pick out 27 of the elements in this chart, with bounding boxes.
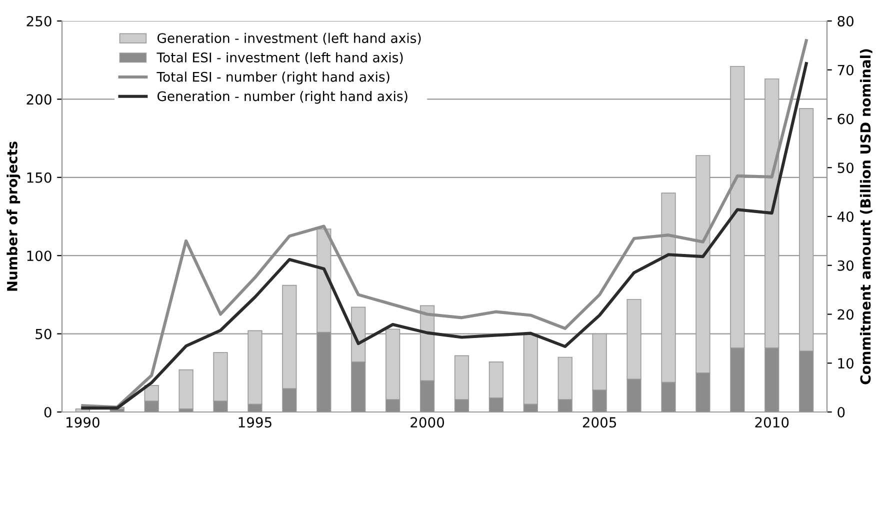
x-tick-label: 2000 [410, 417, 444, 428]
y2-tick-label: 60 [838, 114, 854, 124]
y2-tick-label: 40 [837, 211, 854, 222]
y-tick-label: 200 [26, 94, 52, 105]
y-tick-label: 250 [26, 16, 52, 26]
legend-label: Total ESI - investment (left hand axis) [156, 52, 403, 64]
y-tick-label: 50 [36, 328, 52, 340]
y-tick-label: 100 [27, 250, 52, 262]
y2-tick-label: 10 [838, 358, 854, 369]
y-tick-label: 0 [44, 406, 52, 418]
y2-tick-label: 20 [838, 309, 854, 320]
legend-label: Total ESI - number (right hand axis) [156, 72, 390, 84]
x-tick-label: 2010 [755, 417, 789, 428]
bar [178, 369, 194, 410]
x-tick-label: 1995 [238, 417, 272, 428]
legend-label: Generation - number (right hand axis) [157, 90, 408, 104]
y2-tick-label: 50 [838, 162, 854, 174]
y2-tick-label: 0 [838, 406, 845, 418]
y2-tick-label: 70 [838, 64, 854, 76]
y-tick-label: 150 [27, 172, 52, 183]
legend-label: Generation - investment (left hand axis) [157, 32, 421, 45]
y2-axis-title: Commitment amount (Billion USD nominal) [860, 49, 872, 384]
y2-tick-label: 30 [838, 260, 854, 271]
x-tick-label: 2005 [582, 417, 616, 428]
y2-tick-label: 80 [838, 16, 854, 26]
x-tick-label: 1990 [66, 417, 100, 428]
y-axis-title: Number of projects [6, 142, 20, 291]
